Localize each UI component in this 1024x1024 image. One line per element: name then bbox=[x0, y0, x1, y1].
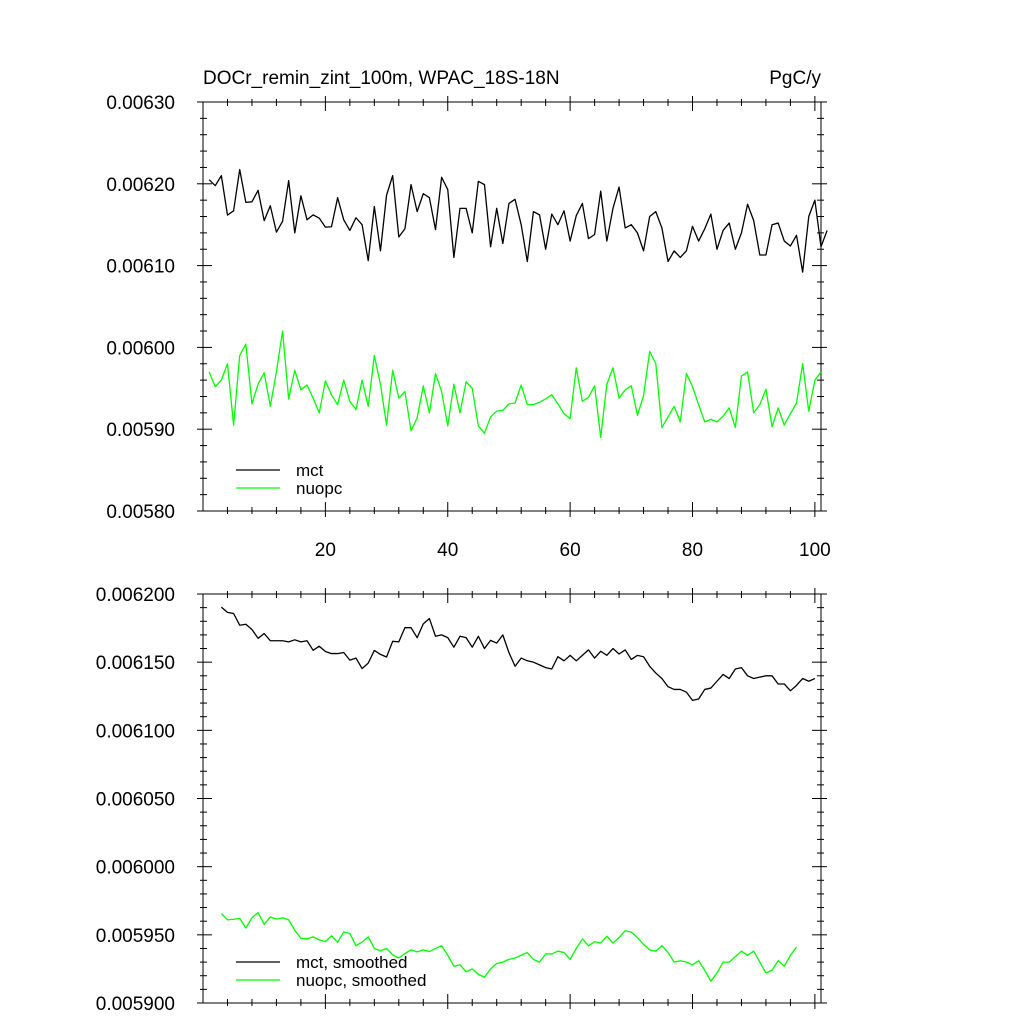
y-tick-label: 0.00630 bbox=[106, 93, 175, 114]
y-tick-label: 0.006000 bbox=[96, 858, 175, 879]
legend-label: mct, smoothed bbox=[296, 953, 408, 972]
y-tick-label: 0.00610 bbox=[106, 257, 175, 278]
plot-frame bbox=[202, 101, 822, 512]
series-line-nuopc bbox=[220, 911, 798, 982]
x-tick-label: 40 bbox=[437, 540, 458, 561]
y-tick-label: 0.00620 bbox=[106, 175, 175, 196]
y-tick-label: 0.006050 bbox=[96, 790, 175, 811]
chart-title: DOCr_remin_zint_100m, WPAC_18S-18N bbox=[203, 68, 560, 89]
legend-label: nuopc bbox=[296, 479, 343, 498]
top-panel: 0.00580 0.00590 0.00600 0.00610 0.00620 0.006… bbox=[106, 93, 830, 561]
y-tick-label: 0.00600 bbox=[106, 338, 175, 359]
y-tick-label: 0.00590 bbox=[106, 420, 175, 441]
x-tick-label: 80 bbox=[682, 540, 703, 561]
y-tick-label: 0.00580 bbox=[106, 502, 175, 523]
series-line-mct bbox=[208, 168, 828, 273]
series-line-nuopc bbox=[208, 330, 822, 439]
y-tick-label: 0.005950 bbox=[96, 926, 175, 947]
y-tick-label: 0.006200 bbox=[96, 585, 175, 606]
x-tick-label: 60 bbox=[560, 540, 581, 561]
bottom-panel: 0.005900 0.005950 0.006000 0.006050 0.006100… bbox=[96, 585, 827, 1015]
x-tick-label: 100 bbox=[799, 540, 831, 561]
x-tick-label: 20 bbox=[315, 540, 336, 561]
legend-label: mct bbox=[296, 461, 324, 480]
legend-label: nuopc, smoothed bbox=[296, 971, 426, 990]
y-tick-label: 0.006100 bbox=[96, 721, 175, 742]
y-tick-label: 0.006150 bbox=[96, 653, 175, 674]
series-line-mct bbox=[220, 606, 816, 701]
units-label: PgC/y bbox=[769, 68, 821, 89]
y-tick-label: 0.005900 bbox=[96, 994, 175, 1015]
plot-frame bbox=[202, 593, 822, 1004]
